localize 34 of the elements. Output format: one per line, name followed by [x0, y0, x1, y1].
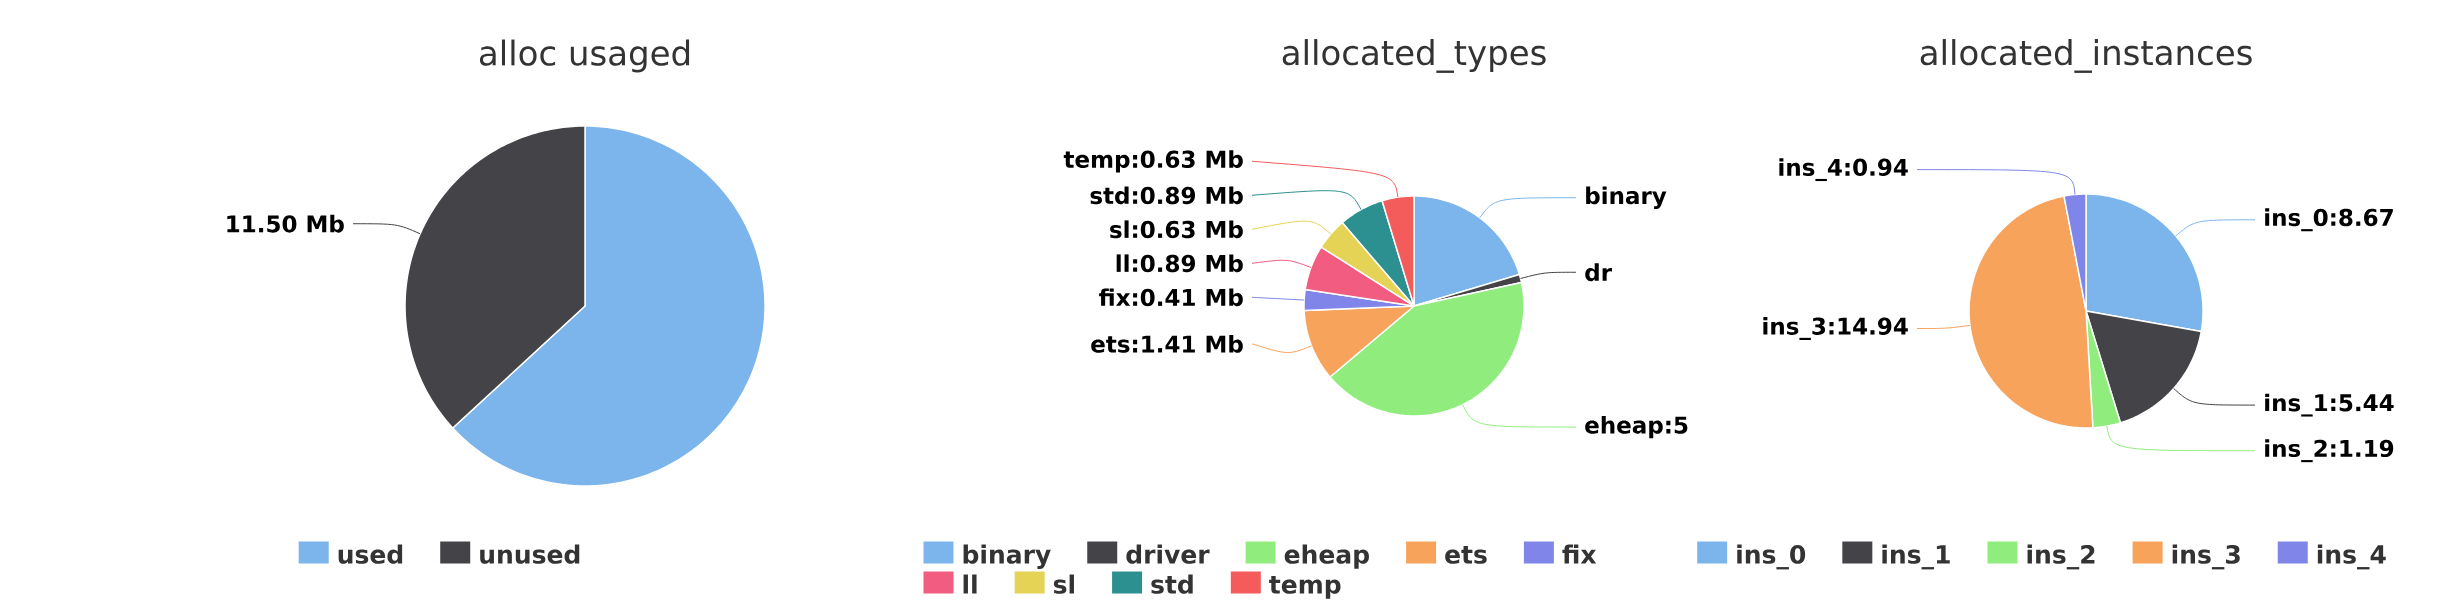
legend-label: used [338, 544, 403, 564]
legend-label: driver [1126, 544, 1210, 564]
legend-label: ins_1 [1882, 544, 1950, 570]
legend-label: ins_3 [2172, 544, 2240, 570]
legend-label: fix [1562, 544, 1597, 564]
data-label: ins_4:0.94 [1779, 158, 1908, 182]
chart-title: allocated_instances [1920, 39, 2252, 73]
legend-label: ins_2 [2027, 544, 2095, 570]
legend-label: unused [480, 544, 580, 564]
data-label: ins_1:5.44 [2265, 393, 2394, 417]
legend-label: std [1151, 574, 1193, 594]
legend-label: ins_0 [1737, 544, 1806, 570]
legend-label: sl [1053, 574, 1074, 594]
data-label: ets:1.41 Mb [1091, 334, 1243, 353]
data-label: ins_2:1.19 [2265, 439, 2394, 463]
data-label: std:0.89 Mb [1090, 186, 1243, 205]
text: dr [1585, 263, 1612, 282]
data-label: ins_3:14.94 [1763, 317, 1908, 340]
legend-label: ll [963, 574, 977, 594]
data-label: sl:0.63 Mb [1110, 220, 1243, 239]
data-label: temp:0.63 Mb [1063, 150, 1243, 173]
data-label: fix:0.41 Mb [1099, 288, 1243, 307]
data-label: 11.50 Mb [227, 214, 344, 233]
text: eheap:5 [1585, 415, 1688, 439]
data-label: ll:0.89 Mb [1116, 254, 1243, 273]
legend-label: ins_4 [2317, 544, 2386, 570]
legend-label: temp [1269, 575, 1341, 599]
chart-title: allocated_types [1282, 39, 1546, 73]
legend-label: binary [963, 544, 1051, 569]
text: binary [1586, 186, 1667, 209]
legend-label: ets [1445, 545, 1487, 564]
chart-title: alloc usaged [479, 39, 690, 73]
legend-label: eheap [1284, 544, 1369, 569]
data-label: ins_0:8.67 [2265, 208, 2393, 232]
